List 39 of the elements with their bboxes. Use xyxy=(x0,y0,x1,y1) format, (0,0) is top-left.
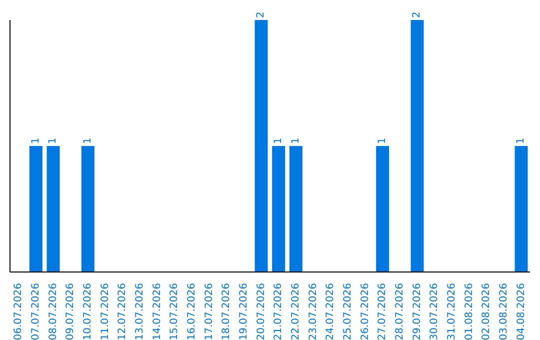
x-tick-label: 31.07.2026 xyxy=(446,283,458,340)
data-label: 1 xyxy=(273,138,284,144)
x-tick-label: 25.07.2026 xyxy=(342,283,354,340)
data-label: 1 xyxy=(82,138,94,144)
x-tick-label: 08.07.2026 xyxy=(48,283,59,340)
data-label: 1 xyxy=(377,138,388,144)
data-label: 1 xyxy=(516,138,527,144)
data-label: 2 xyxy=(412,12,423,18)
x-tick-label: 15.07.2026 xyxy=(169,283,180,340)
x-tick-label: 30.07.2026 xyxy=(429,283,440,340)
x-tick-label: 17.07.2026 xyxy=(204,283,215,340)
x-tick-label: 18.07.2026 xyxy=(221,283,232,340)
x-tick-label: 01.08.2026 xyxy=(464,283,475,340)
data-label: 2 xyxy=(256,12,267,18)
data-label: 1 xyxy=(30,138,42,144)
data-label: 1 xyxy=(48,138,59,144)
x-tick-label: 22.07.2026 xyxy=(290,283,302,340)
x-tick-label: 29.07.2026 xyxy=(412,283,423,340)
x-tick-label: 14.07.2026 xyxy=(152,283,163,340)
x-tick-label: 23.07.2026 xyxy=(308,283,319,340)
x-tick-label: 12.07.2026 xyxy=(117,283,128,340)
x-tick-label: 03.08.2026 xyxy=(498,283,510,340)
x-tick-label: 10.07.2026 xyxy=(82,283,94,340)
x-tick-label: 19.07.2026 xyxy=(238,283,250,340)
x-tick-label: 20.07.2026 xyxy=(256,283,267,340)
x-tick-label: 28.07.2026 xyxy=(394,283,406,340)
x-tick-label: 06.07.2026 xyxy=(13,283,24,340)
x-tick-label: 21.07.2026 xyxy=(273,283,284,340)
x-tick-label: 13.07.2026 xyxy=(134,283,146,340)
x-tick-label: 27.07.2026 xyxy=(377,283,388,340)
x-tick-label: 02.08.2026 xyxy=(481,283,492,340)
x-tick-label: 11.07.2026 xyxy=(100,283,111,340)
x-tick-label: 26.07.2026 xyxy=(360,283,371,340)
data-label: 1 xyxy=(290,138,302,144)
x-tick-label: 09.07.2026 xyxy=(65,283,76,340)
x-tick-label: 24.07.2026 xyxy=(325,283,336,340)
x-tick-label: 07.07.2026 xyxy=(30,283,42,340)
x-tick-label: 04.08.2026 xyxy=(516,283,527,340)
x-tick-label: 16.07.2026 xyxy=(186,283,198,340)
